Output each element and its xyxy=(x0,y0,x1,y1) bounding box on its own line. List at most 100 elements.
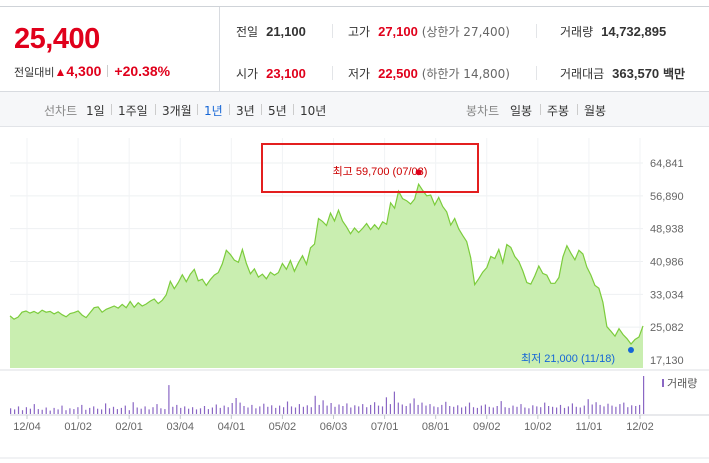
stat-label: 거래대금 xyxy=(560,67,605,81)
volume-bar xyxy=(271,405,273,414)
volume-bar xyxy=(366,407,368,414)
top-border xyxy=(0,6,709,7)
volume-bar xyxy=(480,405,482,414)
divider xyxy=(540,104,541,115)
tab-weekly-candle[interactable]: 주봉 xyxy=(547,104,570,118)
stat-open: 시가 23,100 xyxy=(236,65,306,82)
volume-bar xyxy=(164,409,166,414)
volume-bar xyxy=(195,409,198,414)
volume-bar xyxy=(508,407,510,414)
volume-bar xyxy=(314,395,316,414)
volume-bar xyxy=(401,404,403,414)
volume-bar xyxy=(124,405,126,414)
volume-bar xyxy=(45,407,47,414)
volume-bar xyxy=(97,408,99,414)
price-chart-svg: 64,841 56,890 48,938 40,986 33,034 25,082 17,1… xyxy=(0,138,709,459)
volume-bar xyxy=(283,407,285,414)
change-value: 4,300 xyxy=(66,63,102,79)
volume-bar xyxy=(160,408,162,414)
stat-low: 저가 22,500 (하한가 14,800) xyxy=(348,65,510,82)
volume-bar xyxy=(611,405,613,414)
volume-bar xyxy=(239,402,241,414)
volume-bar xyxy=(397,402,399,414)
x-tick-label: 06/03 xyxy=(320,421,348,433)
tab-1y[interactable]: 1년 xyxy=(204,104,223,118)
volume-legend-swatch xyxy=(662,379,664,387)
stat-label: 저가 xyxy=(348,67,371,81)
tab-daily-candle[interactable]: 일봉 xyxy=(510,104,533,118)
high-point xyxy=(415,169,422,176)
tab-1d[interactable]: 1일 xyxy=(86,104,105,118)
volume-bar xyxy=(389,404,391,414)
stat-label: 고가 xyxy=(348,25,371,39)
volume-bar xyxy=(21,410,24,414)
divider xyxy=(197,104,198,115)
volume-bar xyxy=(465,406,467,414)
volume-bar xyxy=(595,402,597,414)
volume-bar xyxy=(168,385,170,414)
volume-bar xyxy=(231,403,233,414)
tab-3m[interactable]: 3개월 xyxy=(162,104,192,118)
volume-bar xyxy=(25,407,27,414)
change-percent: +20.38% xyxy=(114,63,171,79)
volume-bar xyxy=(199,408,202,414)
y-tick-label: 25,082 xyxy=(650,322,684,334)
stat-value: 23,100 xyxy=(266,66,306,81)
volume-bar xyxy=(93,406,95,414)
volume-bar xyxy=(207,409,209,414)
volume-bar xyxy=(33,404,35,414)
volume-bar xyxy=(61,405,63,414)
volume-bar xyxy=(267,406,269,414)
volume-bar xyxy=(306,405,308,414)
volume-bar xyxy=(302,406,304,414)
y-tick-label: 48,938 xyxy=(650,224,684,236)
stat-value: 22,500 xyxy=(378,66,418,81)
volume-bar xyxy=(53,407,55,414)
volume-bar xyxy=(132,402,134,414)
volume-bar xyxy=(528,408,530,414)
y-tick-label: 33,034 xyxy=(650,289,684,301)
volume-bar xyxy=(492,407,494,414)
tab-3y[interactable]: 3년 xyxy=(236,104,255,118)
volume-bar xyxy=(251,404,253,414)
volume-bar xyxy=(571,403,573,414)
tab-monthly-candle[interactable]: 월봉 xyxy=(584,104,607,118)
volume-bar xyxy=(453,406,455,414)
volume-bar xyxy=(57,409,59,414)
volume-bar xyxy=(219,407,221,414)
divider xyxy=(111,104,112,115)
volume-bar xyxy=(136,407,138,414)
volume-bar xyxy=(318,404,320,414)
volume-bar xyxy=(215,404,217,414)
x-tick-label: 09/02 xyxy=(473,421,501,433)
volume-bar xyxy=(184,406,186,414)
volume-bar xyxy=(116,409,118,414)
volume-bar xyxy=(540,407,542,414)
volume-bar xyxy=(156,404,158,414)
volume-bar xyxy=(346,403,348,414)
tab-5y[interactable]: 5년 xyxy=(268,104,287,118)
volume-bar xyxy=(247,407,249,414)
volume-bar xyxy=(180,407,182,414)
volume-bar xyxy=(544,402,546,414)
high-annotation: 최고 59,700 (07/03) xyxy=(333,165,428,178)
stat-label: 전일 xyxy=(236,25,259,39)
volume-bar xyxy=(421,402,423,414)
volume-bar xyxy=(77,407,79,414)
volume-bar xyxy=(73,409,75,414)
volume-bar xyxy=(449,406,451,414)
volume-bar xyxy=(385,397,387,414)
stat-high: 고가 27,100 (상한가 27,400) xyxy=(348,23,510,40)
volume-bar xyxy=(627,407,629,414)
volume-bar xyxy=(583,405,585,414)
volume-bar xyxy=(381,406,384,414)
volume-bar xyxy=(607,403,609,414)
volume-bar xyxy=(294,407,297,414)
stat-volume: 거래량 14,732,895 xyxy=(560,23,666,40)
volume-bar xyxy=(619,404,621,414)
change-label: 전일대비 xyxy=(14,66,55,79)
tab-1w[interactable]: 1주일 xyxy=(118,104,148,118)
volume-bar xyxy=(556,407,558,414)
volume-bar xyxy=(409,403,411,414)
tab-10y[interactable]: 10년 xyxy=(300,104,327,118)
